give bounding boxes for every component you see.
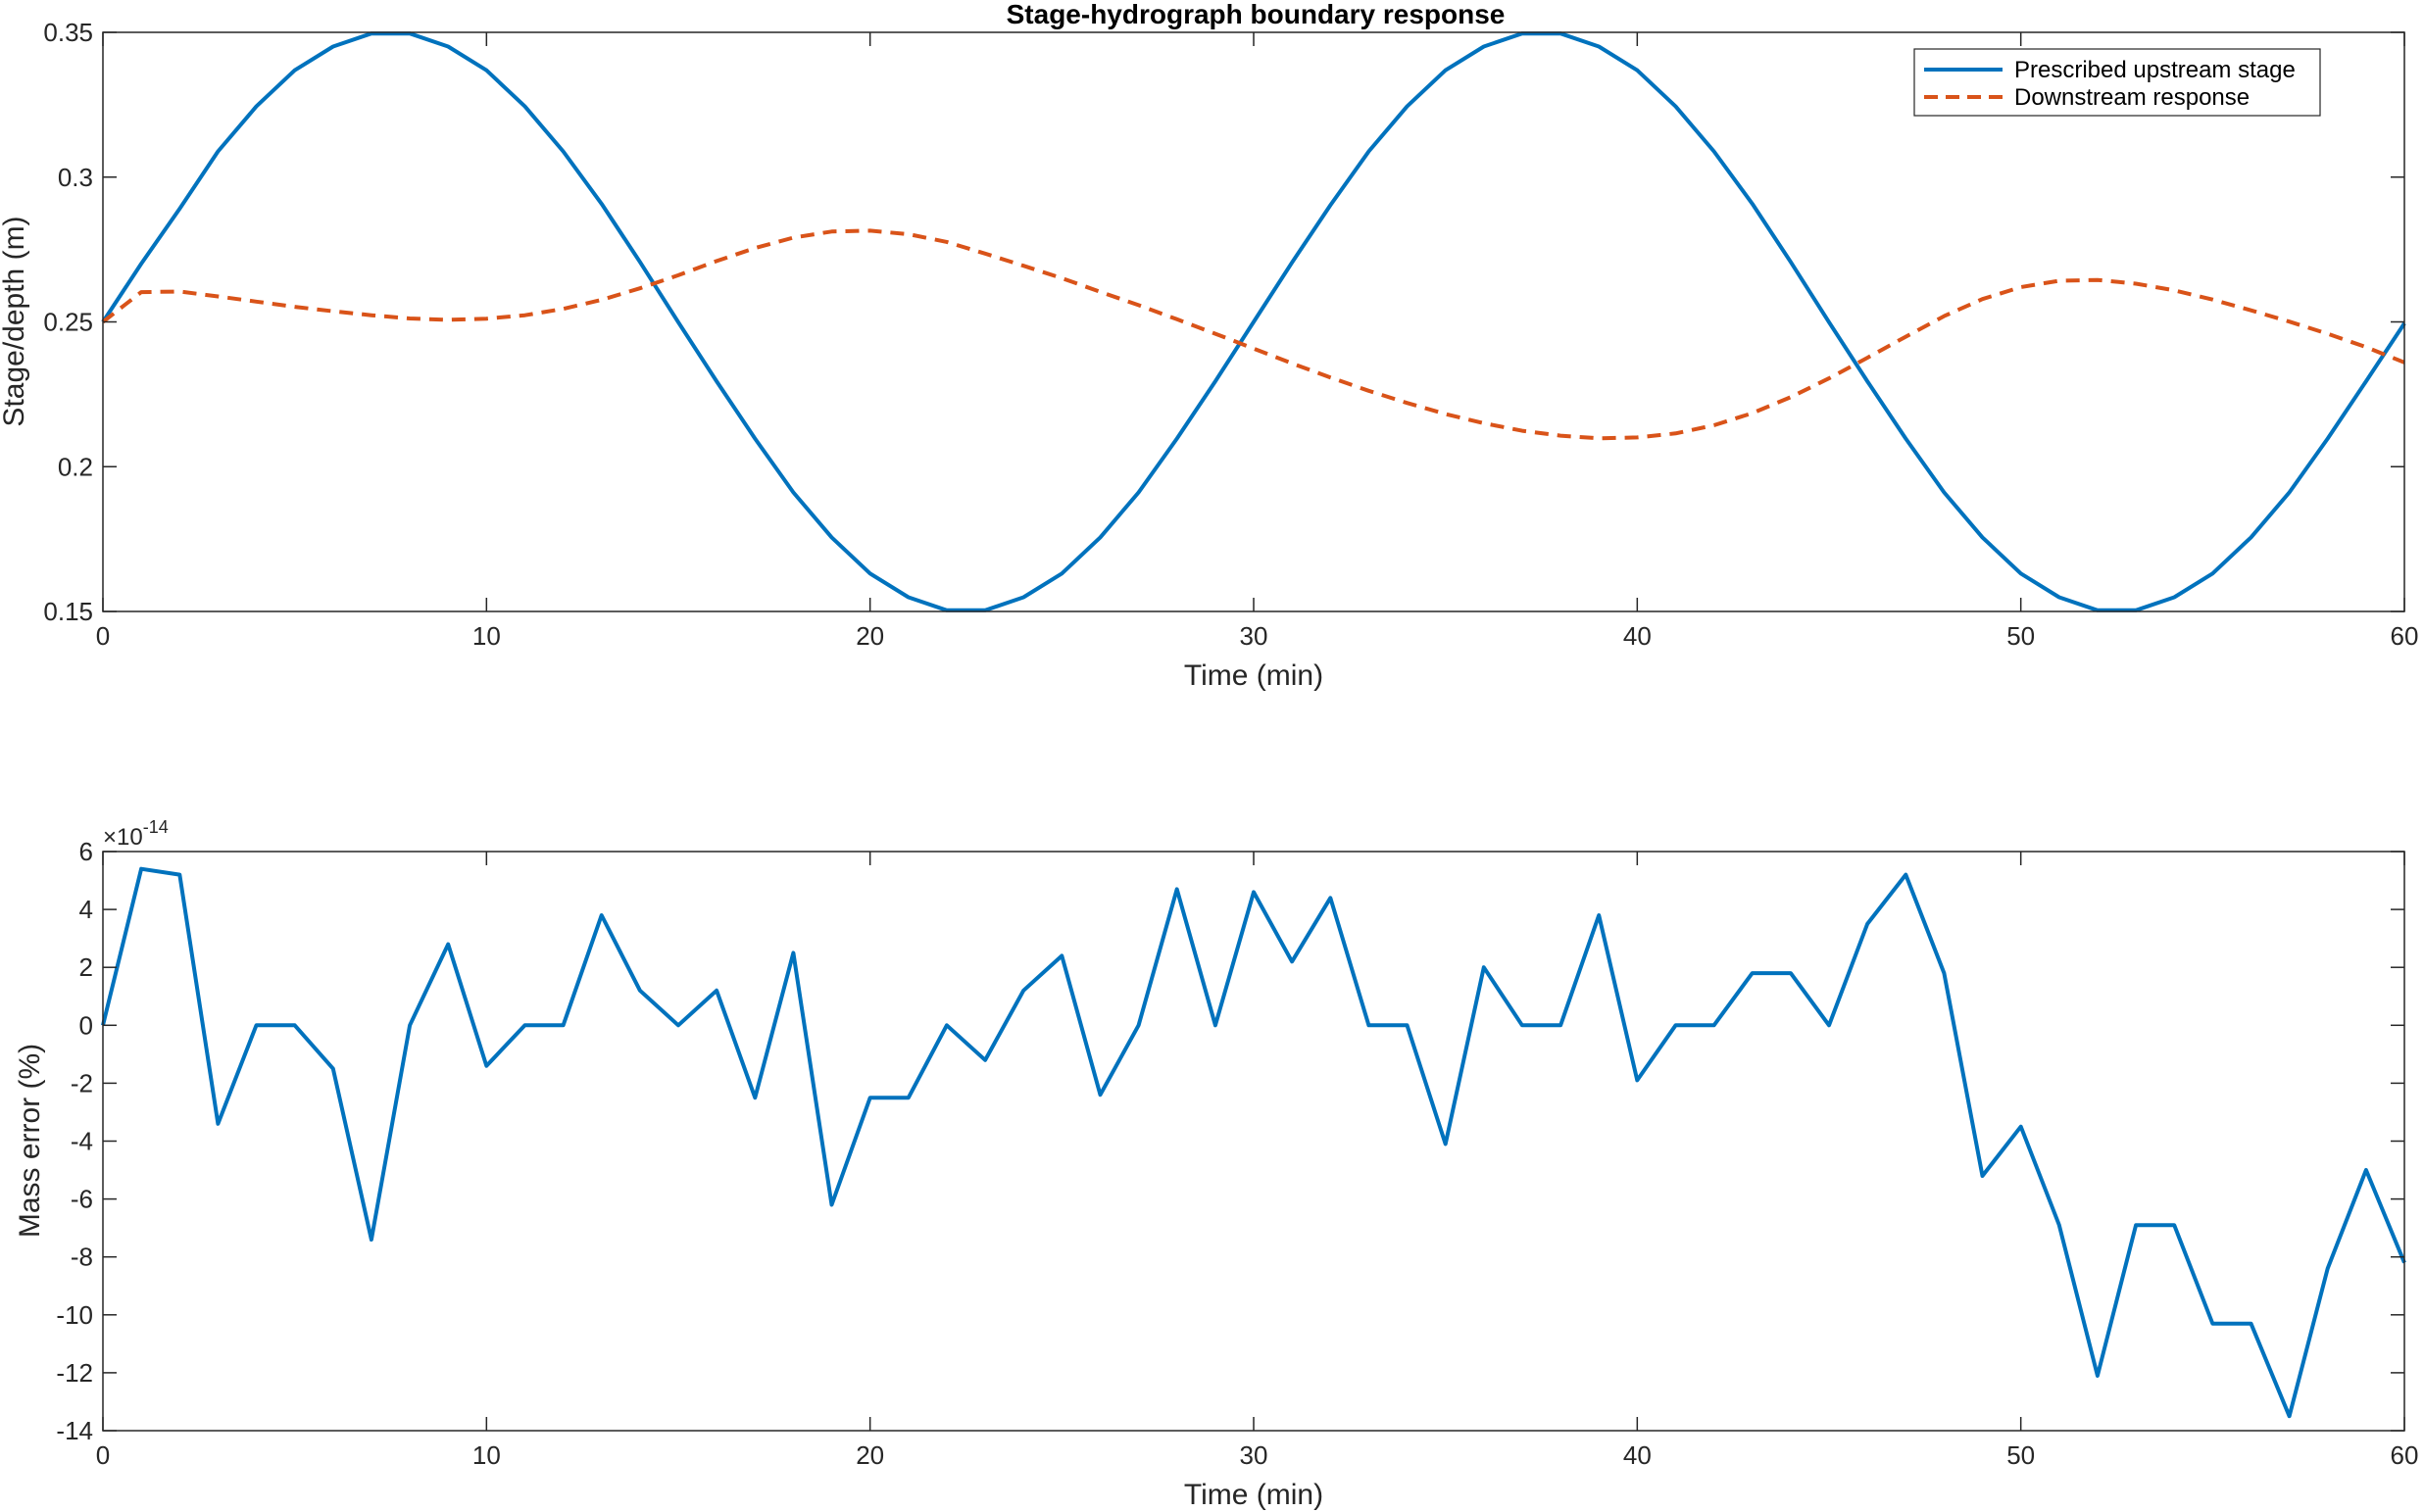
stage-chart-panel: Stage-hydrograph boundary response 0 10 20… [0,0,2418,692]
stage-y-tick-label: 0.15 [43,597,93,626]
mass-error-y-axis-label: Mass error (%) [14,1044,46,1238]
stage-series-line-0 [101,31,2406,612]
mass-error-y-tick-label: 0 [79,1010,93,1040]
mass-error-x-tick-label: 60 [2391,1440,2419,1470]
stage-x-tick-label: 40 [1623,621,1652,651]
stage-y-tick-label: 0.35 [43,18,93,47]
stage-y-tick-label: 0.2 [58,452,93,481]
mass-error-y-tick-label: 6 [79,837,93,866]
chart-title: Stage-hydrograph boundary response [1007,0,1506,29]
mass-error-y-tick-label: -14 [56,1416,93,1445]
mass-error-series-group [101,866,2406,1419]
mass-error-axis-ticks: 0 10 20 30 40 50 60 -14 -12 -10 -8 -6 -4 -2 0 2 4 6 [56,837,2418,1470]
mass-error-y-tick-label: 4 [79,895,93,924]
stage-y-axis-label: Stage/depth (m) [0,216,30,426]
stage-x-tick-label: 30 [1240,621,1268,651]
stage-series-line-1 [101,228,2405,441]
stage-series-group [101,31,2406,612]
stage-y-tick-label: 0.25 [43,308,93,337]
y-scale-exponent: -14 [143,817,169,837]
mass-error-x-tick-label: 30 [1240,1440,1268,1470]
mass-error-y-tick-label: -6 [71,1185,93,1214]
y-scale-factor: ×10-14 [103,817,169,851]
legend-label-downstream: Downstream response [2014,84,2250,111]
mass-error-x-tick-label: 10 [472,1440,501,1470]
stage-x-tick-label: 10 [472,621,501,651]
mass-error-series-line-0 [101,866,2406,1419]
mass-error-y-tick-label: -4 [71,1127,93,1156]
stage-y-tick-label: 0.3 [58,163,93,192]
mass-error-x-axis-label: Time (min) [1184,1479,1323,1511]
mass-error-y-tick-label: 2 [79,952,93,982]
mass-error-y-tick-label: -2 [71,1068,93,1097]
legend-label-upstream: Prescribed upstream stage [2014,57,2296,83]
mass-error-x-tick-label: 50 [2006,1440,2035,1470]
mass-error-y-tick-label: -8 [71,1243,93,1272]
mass-error-plot-frame [102,851,2405,1432]
mass-error-x-tick-label: 0 [96,1440,110,1470]
mass-error-plot-area [103,852,2404,1431]
stage-x-axis-label: Time (min) [1184,659,1323,692]
mass-error-y-tick-label: -12 [56,1358,93,1388]
stage-x-tick-label: 0 [96,621,110,651]
mass-error-x-tick-label: 40 [1623,1440,1652,1470]
stage-x-tick-label: 50 [2006,621,2035,651]
mass-error-y-tick-label: -10 [56,1300,93,1330]
stage-x-tick-label: 60 [2391,621,2419,651]
stage-axis-ticks: 0 10 20 30 40 50 60 0.15 0.2 0.25 0.3 0.35 [43,18,2418,651]
stage-plot-frame [102,31,2405,612]
legend-box [1913,48,2321,117]
legend: Prescribed upstream stage Downstream res… [1913,48,2321,117]
stage-x-tick-label: 20 [856,621,884,651]
y-scale-base: ×10 [103,824,143,851]
mass-error-x-tick-label: 20 [856,1440,884,1470]
